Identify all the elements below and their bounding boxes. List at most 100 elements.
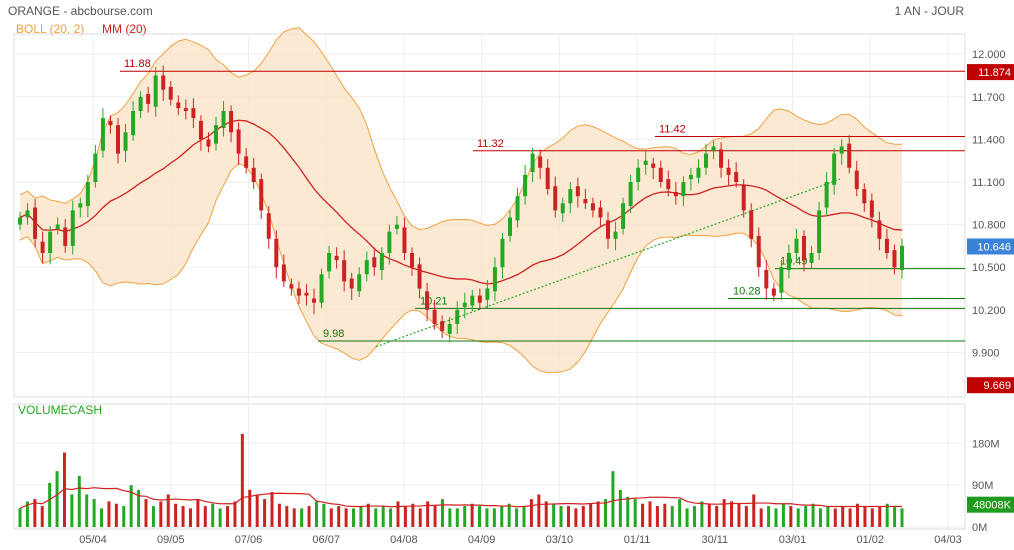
volume-bar <box>900 508 904 527</box>
candle-body <box>123 132 128 151</box>
volume-bar <box>596 501 600 527</box>
volume-bar <box>589 503 593 527</box>
volume-bar <box>359 506 363 527</box>
volume-bar <box>707 503 711 527</box>
candle-body <box>606 220 610 239</box>
volume-bar <box>781 503 785 527</box>
candle-body <box>18 217 22 225</box>
candle-body <box>598 207 603 218</box>
candle-body <box>636 167 641 182</box>
resistance-label: 11.88 <box>124 58 151 70</box>
candle-body <box>839 146 844 154</box>
candle-body <box>666 179 671 190</box>
candle-body <box>432 309 437 324</box>
candle-body <box>206 139 211 147</box>
candle-body <box>387 231 392 253</box>
candle-body <box>824 182 829 208</box>
x-tick-label: 01/11 <box>624 534 651 546</box>
candle-body <box>236 129 241 154</box>
candle-body <box>523 174 528 197</box>
volume-bar <box>870 508 874 527</box>
candle-body <box>364 260 369 275</box>
candle-body <box>372 257 377 268</box>
candle-body <box>146 93 151 104</box>
volume-bar <box>92 499 96 527</box>
volume-bar <box>329 508 333 527</box>
volume-bar <box>507 503 511 527</box>
volume-bar <box>626 496 630 527</box>
high-price-tag: 11.874 <box>978 67 1011 79</box>
volume-bar <box>566 506 570 527</box>
candle-body <box>515 196 520 221</box>
volume-bar <box>166 494 170 527</box>
candle-body <box>568 189 573 204</box>
volume-bar <box>455 508 459 527</box>
high-price-tag-box <box>967 64 1014 81</box>
candle-body <box>100 118 105 151</box>
candle-body <box>530 153 535 173</box>
volume-bar <box>188 508 192 527</box>
volume-bar <box>440 499 444 527</box>
volume-bar <box>381 506 385 527</box>
volume-bar <box>418 508 422 527</box>
y-tick-label: 9.900 <box>972 347 1000 359</box>
candle-body <box>48 231 53 253</box>
candle-body <box>259 179 264 211</box>
volume-bar <box>426 501 430 527</box>
candle-body <box>575 186 580 197</box>
candle-body <box>131 111 136 136</box>
support-label: 10.49 <box>780 256 808 268</box>
volume-bar <box>878 506 882 527</box>
candle-body <box>809 253 814 263</box>
resistance-label: 11.32 <box>477 138 504 150</box>
chart-title: ORANGE - abcbourse.com <box>8 4 153 18</box>
candle-body <box>304 292 309 296</box>
volume-bar <box>804 506 808 527</box>
candle-body <box>553 186 558 211</box>
candle-body <box>802 235 806 261</box>
last-volume-tag: 48008K <box>973 500 1012 512</box>
volume-bar <box>841 506 845 527</box>
x-tick-label: 09/05 <box>157 534 185 546</box>
candle-body <box>741 184 746 211</box>
volume-bar <box>655 506 659 527</box>
candle-body <box>756 235 761 268</box>
volume-bar <box>433 506 437 527</box>
candle-body <box>492 267 497 292</box>
candle-body <box>176 102 181 109</box>
volume-bar <box>848 508 852 527</box>
volume-bar <box>344 508 348 527</box>
volume-bar <box>492 508 496 527</box>
volume-bar <box>226 506 230 527</box>
volume-bar <box>322 503 326 527</box>
volume-bar <box>537 494 541 527</box>
candle-body <box>334 255 339 261</box>
candle-body <box>455 309 460 324</box>
candle-body <box>410 253 414 268</box>
candle-body <box>85 182 90 207</box>
candle-body <box>138 96 143 111</box>
candle-body <box>153 75 158 107</box>
candle-body <box>221 111 226 129</box>
candle-body <box>379 253 384 271</box>
support-label: 10.21 <box>420 295 448 307</box>
volume-bar <box>796 508 800 527</box>
volume-bar <box>463 506 467 527</box>
volume-bar <box>352 508 356 527</box>
candle-body <box>658 167 663 182</box>
volume-bar <box>522 506 526 527</box>
volume-bar <box>700 501 704 527</box>
volume-bar <box>62 452 66 527</box>
volume-bar <box>411 503 415 527</box>
volume-bar <box>663 503 667 527</box>
volume-y-tick-label: 180M <box>972 438 1000 450</box>
volume-bar <box>759 508 763 527</box>
candle-body <box>281 264 286 282</box>
volume-bar <box>448 508 452 527</box>
candle-body <box>116 125 120 154</box>
candle-body <box>779 267 784 293</box>
volume-bar <box>737 503 741 527</box>
support-label: 10.28 <box>733 285 761 297</box>
